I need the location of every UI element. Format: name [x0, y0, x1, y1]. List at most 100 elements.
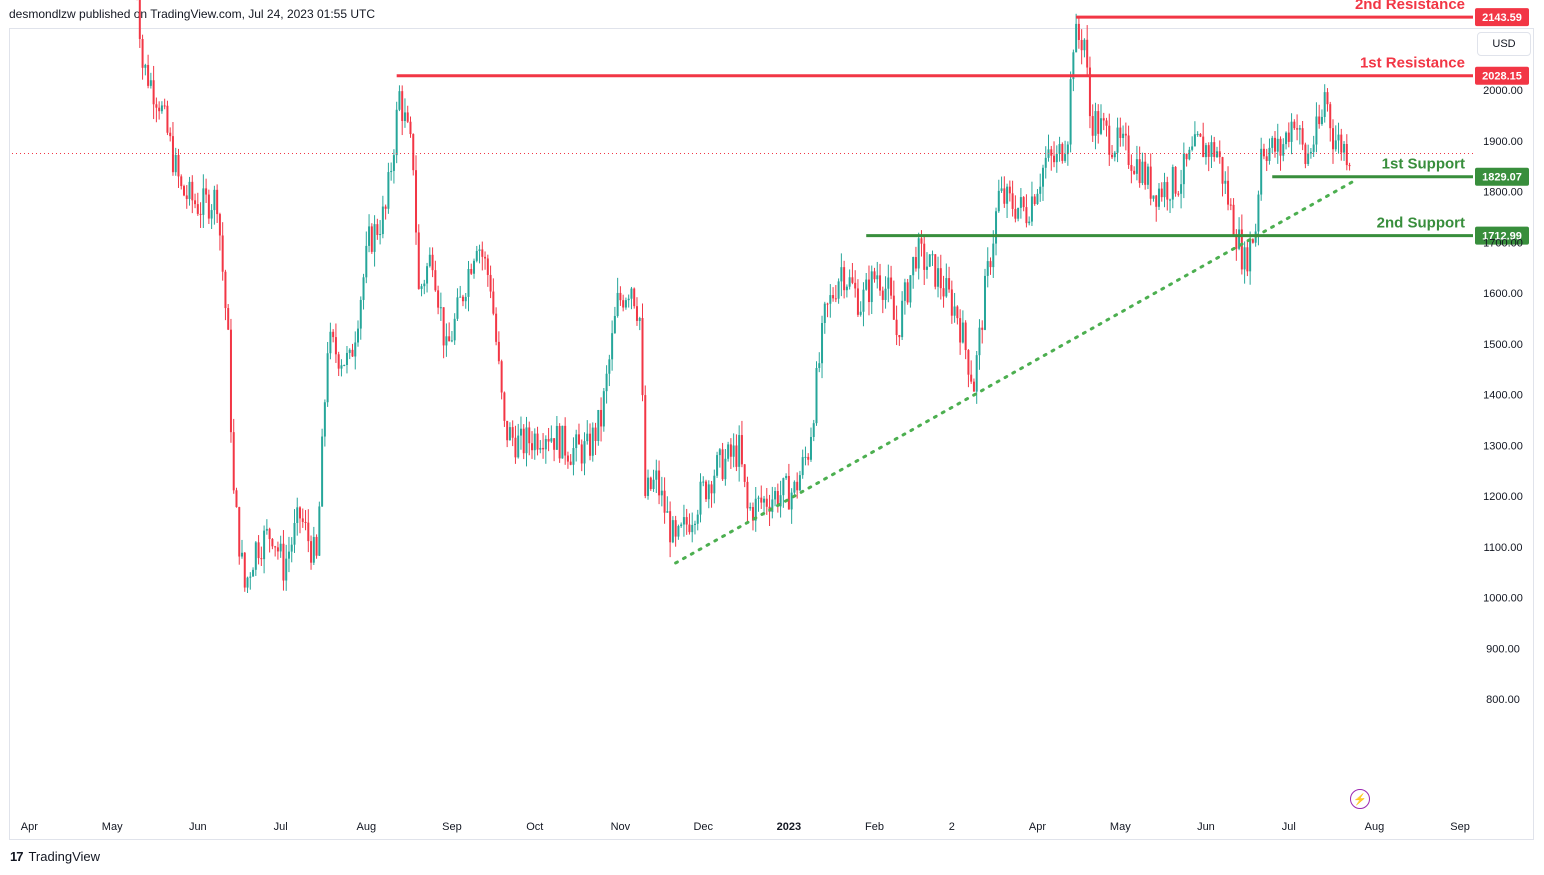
- candle-body: [638, 318, 641, 321]
- candle-body: [448, 336, 451, 342]
- candle-body: [735, 445, 738, 467]
- candle-body: [586, 433, 589, 442]
- candle-body: [1271, 137, 1274, 148]
- footer-brand[interactable]: 17 TradingView: [10, 849, 100, 864]
- candle-body: [497, 341, 500, 362]
- candle-body: [547, 438, 550, 442]
- y-tick-label: 1500.00: [1483, 339, 1523, 351]
- candle-body: [357, 328, 360, 343]
- candle-body: [1166, 182, 1169, 200]
- x-tick-label: 2023: [777, 821, 801, 833]
- candle-body: [751, 507, 754, 521]
- candle-body: [953, 306, 956, 316]
- x-tick-label: Aug: [357, 821, 377, 833]
- candle-body: [754, 498, 757, 521]
- time-axis: Apr May Jun Jul Aug Sep Oct Nov Dec 2023 Feb 2 Apr Ma…: [21, 821, 1470, 833]
- candle-body: [970, 374, 973, 382]
- candle-body: [1050, 149, 1053, 156]
- candle-body: [1097, 111, 1100, 134]
- candle-body: [227, 308, 230, 330]
- candle-body: [674, 520, 677, 537]
- candle-body: [597, 409, 600, 441]
- candle-body: [169, 132, 172, 137]
- candle-body: [166, 105, 169, 133]
- level-price-text: 2028.15: [1482, 71, 1522, 83]
- candle-body: [925, 266, 928, 270]
- candle-body: [403, 112, 406, 122]
- candle-body: [544, 438, 547, 450]
- candle-body: [1155, 195, 1158, 207]
- candle-body: [1260, 148, 1263, 195]
- candle-body: [834, 298, 837, 300]
- candle-body: [1075, 23, 1078, 53]
- candle-body: [1290, 121, 1293, 142]
- candle-body: [1144, 161, 1147, 185]
- candle-body: [867, 279, 870, 303]
- candle-body: [804, 456, 807, 458]
- candle-body: [522, 428, 525, 454]
- candle-body: [1276, 138, 1279, 152]
- candle-body: [837, 281, 840, 299]
- candle-body: [1091, 116, 1094, 136]
- candle-body: [229, 329, 232, 433]
- candle-body: [1249, 239, 1252, 272]
- x-tick-label: May: [1110, 821, 1131, 833]
- candle-body: [437, 290, 440, 308]
- level-price-tag: [1475, 226, 1529, 245]
- candle-body: [147, 64, 150, 86]
- candle-body: [702, 481, 705, 483]
- candle-body: [1229, 204, 1232, 206]
- level-price-tag: [1475, 167, 1529, 186]
- candle-body: [685, 517, 688, 525]
- candle-body: [1238, 229, 1241, 249]
- candle-body: [1124, 133, 1127, 136]
- currency-button[interactable]: USD: [1477, 32, 1531, 56]
- candle-body: [1312, 144, 1315, 152]
- candle-body: [887, 277, 890, 289]
- candle-body: [793, 481, 796, 493]
- candle-body: [688, 524, 691, 533]
- candle-body: [616, 292, 619, 316]
- candle-body: [942, 288, 945, 297]
- candle-body: [652, 479, 655, 489]
- candle-body: [387, 172, 390, 209]
- candle-body: [1315, 116, 1318, 145]
- candle-body: [207, 194, 210, 219]
- candle-body: [898, 335, 901, 338]
- candle-body: [398, 91, 401, 110]
- candle-body: [506, 420, 509, 441]
- candle-body: [870, 271, 873, 303]
- candle-body: [210, 210, 213, 219]
- candle-body: [1077, 23, 1080, 40]
- candle-body: [666, 511, 669, 513]
- candle-body: [1213, 142, 1216, 158]
- candle-body: [1033, 196, 1036, 204]
- candle-body: [939, 268, 942, 289]
- level-price-text: 1712.99: [1482, 231, 1522, 243]
- candle-body: [315, 536, 318, 556]
- candle-body: [732, 445, 735, 457]
- candle-body: [641, 318, 644, 396]
- candle-body: [555, 425, 558, 450]
- candle-body: [1334, 140, 1337, 150]
- candle-body: [829, 295, 832, 304]
- flash-icon[interactable]: ⚡: [1350, 789, 1370, 809]
- candle-body: [564, 425, 567, 456]
- candle-body: [854, 282, 857, 289]
- candle-body: [478, 249, 481, 251]
- candle-body: [191, 181, 194, 201]
- x-tick-label: Oct: [526, 821, 543, 833]
- candle-body: [845, 286, 848, 291]
- x-tick-label: Jul: [1282, 821, 1296, 833]
- candle-body: [1108, 125, 1111, 155]
- candle-body: [705, 481, 708, 500]
- candle-body: [525, 427, 528, 454]
- candle-body: [1053, 155, 1056, 163]
- candle-body: [1102, 118, 1105, 121]
- candle-body: [934, 254, 937, 287]
- candle-body: [180, 176, 183, 187]
- candle-body: [1008, 186, 1011, 194]
- candle-body: [1196, 133, 1199, 135]
- candle-body: [1014, 208, 1017, 219]
